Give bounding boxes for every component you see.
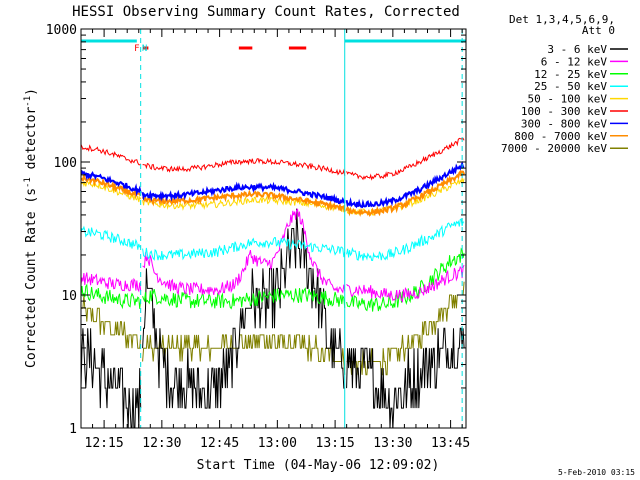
y-axis-label-part: detector bbox=[24, 107, 39, 178]
y-axis-label: Corrected Count Rate (s-1 detector-1) bbox=[23, 88, 39, 368]
y-tick-label: 1 bbox=[69, 422, 77, 437]
x-tick-label: 12:45 bbox=[200, 436, 239, 451]
axes: 1 10 100 1000 12:15 12:30 12:45 13:00 13:15 13:30… bbox=[46, 23, 470, 451]
legend-label: 7000 - 20000 keV bbox=[501, 142, 607, 155]
y-tick-label: 10 bbox=[61, 289, 77, 304]
chart-title: HESSI Observing Summary Count Rates, Cor… bbox=[72, 4, 460, 20]
x-tick-label: 13:30 bbox=[373, 436, 412, 451]
series-line bbox=[81, 137, 465, 181]
legend-header: Det 1,3,4,5,6,9, bbox=[509, 13, 615, 26]
series-line bbox=[81, 208, 465, 304]
legend-label: 300 - 800 keV bbox=[521, 117, 607, 130]
y-axis-label-part: Corrected Count Rate (s bbox=[24, 188, 39, 368]
flag-label: N bbox=[142, 44, 147, 54]
series-line bbox=[81, 281, 465, 376]
legend-label: 50 - 100 keV bbox=[528, 93, 608, 106]
series-line bbox=[81, 247, 465, 312]
series-line bbox=[81, 218, 465, 262]
legend-label: 6 - 12 keV bbox=[541, 55, 608, 68]
footer-date: 5-Feb-2010 03:15 bbox=[558, 468, 635, 477]
legend-label: 100 - 300 keV bbox=[521, 105, 607, 118]
y-axis-label-part: ) bbox=[24, 88, 39, 96]
x-tick-label: 13:45 bbox=[431, 436, 470, 451]
legend-label: 3 - 6 keV bbox=[547, 43, 607, 56]
series-group bbox=[81, 137, 466, 428]
y-axis-label-superscript: -1 bbox=[23, 96, 33, 107]
x-tick-label: 12:30 bbox=[142, 436, 181, 451]
flag-label: F bbox=[134, 44, 139, 54]
legend-header: Att 0 bbox=[582, 24, 615, 37]
series-line bbox=[81, 160, 465, 209]
plot-frame bbox=[80, 28, 467, 429]
x-tick-label: 13:15 bbox=[316, 436, 355, 451]
legend-label: 800 - 7000 keV bbox=[514, 130, 607, 143]
series-line bbox=[81, 169, 466, 217]
y-tick-label: 1000 bbox=[46, 23, 77, 38]
x-tick-label: 12:15 bbox=[85, 436, 124, 451]
x-axis-label: Start Time (04-May-06 12:09:02) bbox=[197, 458, 440, 473]
x-tick-label: 13:00 bbox=[258, 436, 297, 451]
y-axis-label-superscript: -1 bbox=[23, 177, 33, 188]
y-tick-label: 100 bbox=[54, 156, 77, 171]
legend-label: 25 - 50 keV bbox=[534, 80, 607, 93]
series-line bbox=[81, 208, 465, 428]
legend-label: 12 - 25 keV bbox=[534, 68, 607, 81]
